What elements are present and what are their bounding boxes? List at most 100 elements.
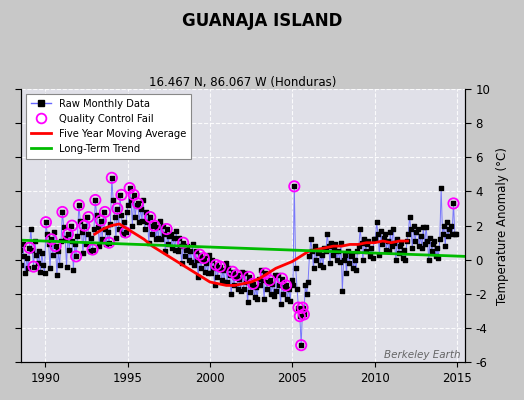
Point — [256, 282, 264, 289]
Point — [195, 252, 204, 258]
Point — [123, 209, 131, 215]
Point — [360, 236, 368, 242]
Point — [290, 183, 299, 190]
Point — [20, 253, 28, 260]
Point — [227, 291, 235, 297]
Point — [178, 260, 186, 266]
Point — [451, 231, 459, 237]
Point — [187, 258, 195, 265]
Point — [138, 217, 146, 224]
Point — [65, 246, 73, 253]
Point — [413, 226, 422, 232]
Point — [340, 256, 348, 263]
Point — [208, 256, 216, 263]
Point — [437, 185, 445, 191]
Point — [35, 248, 43, 254]
Point — [186, 248, 194, 254]
Point — [296, 313, 304, 319]
Point — [102, 241, 111, 248]
Point — [46, 265, 54, 272]
Point — [230, 282, 238, 289]
Point — [64, 231, 72, 237]
Point — [49, 252, 57, 258]
Point — [331, 241, 340, 248]
Point — [211, 282, 219, 289]
Point — [50, 229, 58, 236]
Point — [390, 240, 399, 246]
Point — [61, 234, 69, 241]
Point — [122, 229, 130, 236]
Point — [323, 231, 332, 237]
Legend: Raw Monthly Data, Quality Control Fail, Five Year Moving Average, Long-Term Tren: Raw Monthly Data, Quality Control Fail, … — [26, 94, 191, 159]
Point — [247, 282, 256, 289]
Point — [125, 185, 134, 191]
Point — [382, 246, 390, 253]
Point — [24, 265, 32, 272]
Point — [330, 245, 339, 251]
Point — [75, 202, 83, 208]
Point — [162, 226, 171, 232]
Point — [268, 280, 277, 287]
Point — [212, 262, 220, 268]
Point — [43, 231, 51, 237]
Point — [452, 231, 461, 237]
Point — [200, 255, 208, 261]
Point — [53, 272, 61, 278]
Point — [14, 231, 23, 237]
Point — [167, 231, 175, 237]
Point — [62, 264, 71, 270]
Point — [31, 238, 39, 244]
Point — [335, 258, 344, 265]
Point — [42, 219, 50, 226]
Point — [252, 284, 260, 290]
Point — [122, 229, 130, 236]
Point — [224, 265, 233, 272]
Point — [150, 221, 159, 227]
Point — [442, 219, 451, 226]
Point — [239, 286, 248, 292]
Point — [298, 304, 307, 311]
Point — [72, 253, 80, 260]
Point — [417, 233, 425, 239]
Point — [318, 252, 326, 258]
Point — [366, 253, 374, 260]
Point — [107, 175, 116, 181]
Point — [29, 264, 38, 270]
Point — [311, 243, 319, 249]
Point — [191, 248, 200, 254]
Point — [440, 222, 448, 229]
Point — [257, 267, 266, 273]
Point — [95, 243, 104, 249]
Point — [238, 268, 246, 275]
Point — [412, 229, 421, 236]
Point — [301, 282, 310, 289]
Point — [83, 214, 91, 220]
Point — [241, 270, 249, 277]
Point — [245, 274, 253, 280]
Point — [165, 233, 173, 239]
Point — [235, 275, 244, 282]
Point — [400, 246, 408, 253]
Point — [370, 236, 378, 242]
Point — [319, 264, 328, 270]
Point — [111, 214, 119, 220]
Point — [407, 226, 415, 232]
Point — [58, 209, 67, 215]
Point — [364, 238, 373, 244]
Point — [399, 255, 407, 261]
Point — [112, 234, 120, 241]
Point — [228, 268, 237, 275]
Point — [23, 255, 31, 261]
Point — [47, 236, 56, 242]
Point — [430, 238, 439, 244]
Point — [233, 272, 241, 278]
Point — [87, 234, 95, 241]
Point — [258, 277, 267, 284]
Point — [420, 241, 429, 248]
Point — [449, 200, 457, 207]
Point — [58, 209, 67, 215]
Point — [289, 282, 297, 289]
Point — [113, 205, 122, 212]
Point — [78, 229, 86, 236]
Point — [269, 292, 278, 299]
